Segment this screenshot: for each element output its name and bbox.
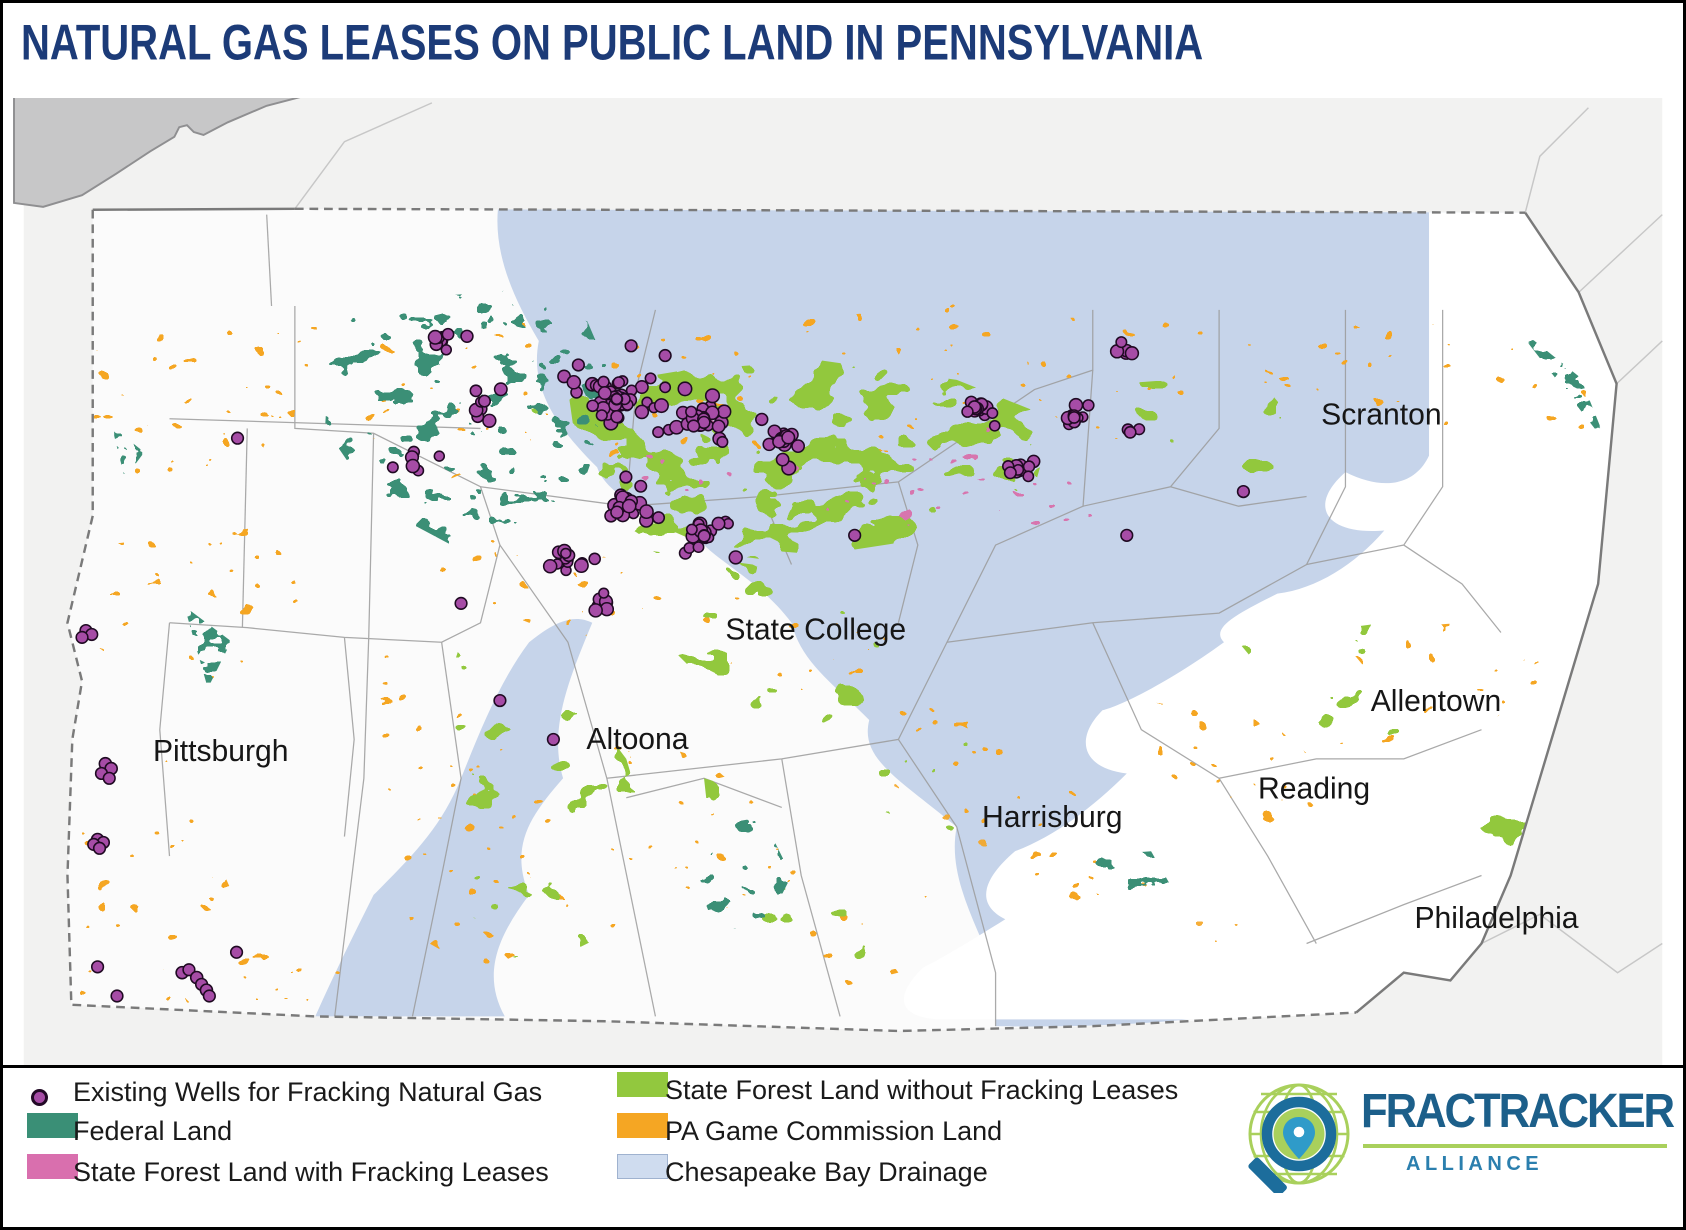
svg-text:Pittsburgh: Pittsburgh [153, 735, 289, 768]
svg-text:State College: State College [725, 613, 906, 646]
svg-text:Philadelphia: Philadelphia [1414, 902, 1578, 935]
svg-text:Harrisburg: Harrisburg [982, 801, 1123, 834]
svg-text:ALLIANCE: ALLIANCE [1406, 1153, 1543, 1175]
svg-text:Scranton: Scranton [1321, 399, 1442, 432]
svg-text:Reading: Reading [1258, 773, 1370, 806]
svg-text:Altoona: Altoona [586, 723, 688, 756]
svg-text:FRACTRACKER: FRACTRACKER [1361, 1085, 1674, 1138]
svg-text:Allentown: Allentown [1371, 685, 1502, 718]
